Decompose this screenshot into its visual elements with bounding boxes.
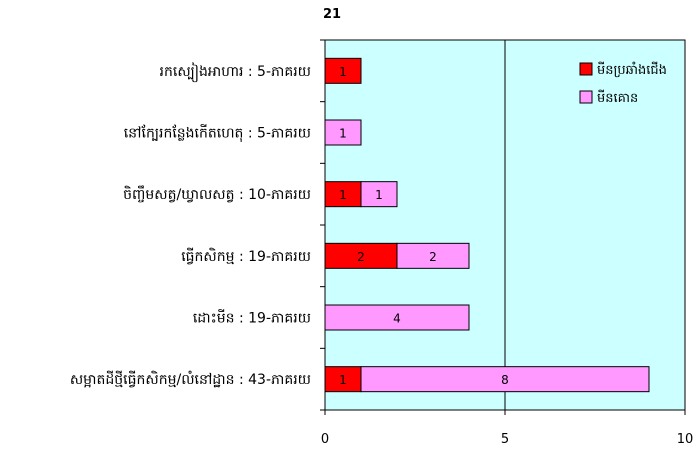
data-label-1-series-2: 1: [339, 127, 347, 141]
data-label-3-series-1: 2: [357, 250, 365, 264]
x-tick-label-1: 5: [501, 432, 509, 447]
category-label-1: នៅក្បែរកន្លែងកើតហេតុ : 5-ភាគរយ: [124, 124, 311, 143]
category-label-3: ធ្វើកសិកម្ម : 19-ភាគរយ: [181, 247, 311, 265]
legend-label-series-2: មីនគោន: [597, 89, 638, 106]
data-label-0-series-1: 1: [339, 65, 347, 79]
legend-swatch-series-1: [580, 63, 592, 75]
data-label-2-series-2: 1: [375, 188, 383, 202]
legend-label-series-1: មីនប្រឆាំងជើង: [597, 61, 667, 78]
x-tick-label-0: 0: [321, 432, 329, 447]
data-label-4-series-2: 4: [393, 312, 401, 326]
data-label-5-series-2: 8: [501, 373, 509, 387]
x-tick-label-2: 10: [677, 432, 694, 447]
category-label-2: ចិញ្ចឹមសត្វ/ឃ្វាលសត្វ : 10-ភាគរយ: [123, 185, 311, 203]
legend-swatch-series-2: [580, 91, 592, 103]
data-label-3-series-2: 2: [429, 250, 437, 264]
category-label-4: ដោះមីន : 19-ភាគរយ: [193, 309, 311, 327]
category-label-5: សម្អាតដីថ្មីធ្វើកសិកម្ម/លំនៅដ្ឋាន : 43-ភ…: [70, 370, 311, 388]
chart-title: 21: [323, 7, 341, 22]
category-label-0: រកស្បៀងអាហារ : 5-ភាគរយ: [160, 62, 311, 83]
data-label-5-series-1: 1: [339, 373, 347, 387]
data-label-2-series-1: 1: [339, 188, 347, 202]
